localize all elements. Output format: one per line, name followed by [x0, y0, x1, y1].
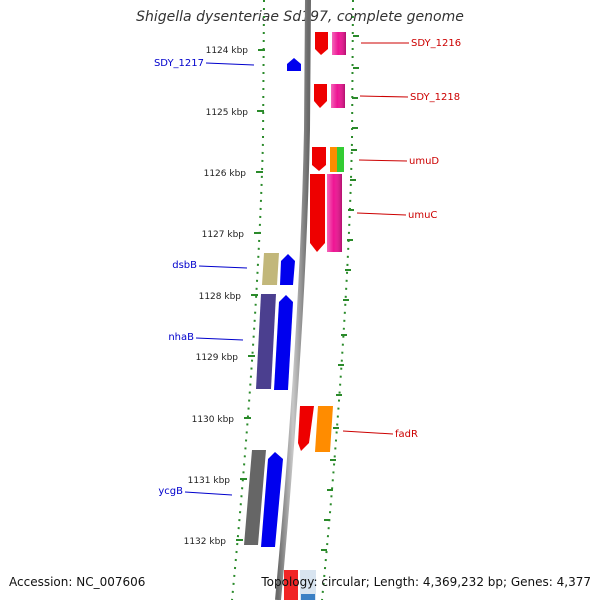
- right-gene-labels: SDY_1216 SDY_1218 umuD umuC fadR: [342, 38, 461, 440]
- gene-partial-blue[interactable]: [301, 594, 315, 600]
- gene-umud-block-green[interactable]: [337, 147, 344, 172]
- right-strand-genes: [298, 32, 346, 452]
- gene-nhab-arrow[interactable]: [274, 295, 293, 390]
- map-title: Shigella dysenteriae Sd197, complete gen…: [136, 9, 464, 25]
- gene-ycgb-block[interactable]: [244, 450, 266, 545]
- label-leader: [184, 491, 233, 496]
- gene-shading: [327, 174, 342, 252]
- gene-label-sdy-1216[interactable]: SDY_1216: [411, 38, 461, 49]
- label-leader: [358, 159, 408, 162]
- gene-sdy-1216-arrow[interactable]: [315, 32, 328, 55]
- scale-label: 1129 kbp: [196, 353, 239, 363]
- label-leader: [205, 62, 255, 66]
- accession-text: Accession: NC_007606: [9, 575, 146, 589]
- gene-partial-red[interactable]: [284, 570, 298, 600]
- gene-dsbb-arrow[interactable]: [280, 254, 295, 285]
- scale-label: 1132 kbp: [184, 537, 227, 547]
- minor-ticks: [321, 35, 359, 551]
- gene-dsbb-block[interactable]: [262, 253, 279, 285]
- gene-umud-arrow[interactable]: [312, 147, 326, 171]
- gene-label-fadr[interactable]: fadR: [395, 429, 418, 440]
- scale-label: 1127 kbp: [202, 230, 245, 240]
- scale-label: 1125 kbp: [206, 108, 249, 118]
- scale-label: 1131 kbp: [188, 476, 231, 486]
- gene-umud-block-orange[interactable]: [330, 147, 337, 172]
- gene-partial-light[interactable]: [300, 570, 316, 600]
- gene-shading: [331, 84, 345, 108]
- genome-backbone: [275, 0, 311, 600]
- gene-fadr-block[interactable]: [315, 406, 333, 452]
- gene-label-nhab[interactable]: nhaB: [168, 332, 194, 343]
- gene-label-umud[interactable]: umuD: [409, 156, 439, 167]
- gene-label-sdy-1218[interactable]: SDY_1218: [410, 92, 460, 103]
- scale-label: 1130 kbp: [192, 415, 235, 425]
- scale-label: 1126 kbp: [204, 169, 247, 179]
- gene-shading: [332, 32, 346, 55]
- gene-sdy-1217-arrow[interactable]: [287, 58, 301, 71]
- gene-label-umuc[interactable]: umuC: [408, 210, 437, 221]
- label-leader: [359, 95, 409, 98]
- gene-label-dsbb[interactable]: dsbB: [172, 260, 197, 271]
- gene-sdy-1218-arrow[interactable]: [314, 84, 327, 108]
- genome-summary-text: Topology: circular; Length: 4,369,232 bp…: [261, 575, 591, 589]
- gene-fadr-arrow[interactable]: [298, 406, 314, 451]
- scale-ticks: 1124 kbp 1125 kbp 1126 kbp 1127 kbp 1128…: [184, 46, 265, 547]
- gene-umuc-arrow[interactable]: [310, 174, 325, 252]
- gene-nhab-block[interactable]: [256, 294, 276, 389]
- left-gene-labels: SDY_1217 dsbB nhaB ycgB: [154, 58, 255, 497]
- bottom-partial-genes: [284, 570, 316, 600]
- label-leader: [195, 337, 244, 341]
- gene-label-sdy-1217[interactable]: SDY_1217: [154, 58, 204, 69]
- gene-ycgb-arrow[interactable]: [261, 452, 283, 547]
- scale-label: 1124 kbp: [206, 46, 249, 56]
- left-strand-genes: [244, 58, 301, 547]
- gene-label-ycgb[interactable]: ycgB: [158, 486, 183, 497]
- scale-label: 1128 kbp: [199, 292, 242, 302]
- label-leader: [356, 212, 407, 216]
- label-leader: [198, 265, 248, 269]
- label-leader: [342, 430, 394, 435]
